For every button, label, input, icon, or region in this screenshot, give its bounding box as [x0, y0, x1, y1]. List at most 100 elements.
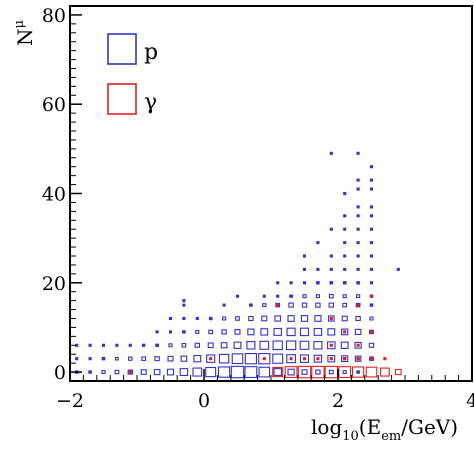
box-p-90: [235, 316, 240, 321]
box-p-62: [299, 340, 310, 350]
box-p-30: [180, 355, 188, 362]
box-p-138: [329, 254, 333, 258]
x-tick-label: 4: [466, 390, 474, 412]
box-p-123: [289, 281, 293, 285]
box-p-86: [182, 316, 186, 321]
box-p-55: [207, 342, 214, 349]
box-p-134: [343, 267, 347, 271]
box-p-63: [313, 341, 323, 350]
box-gamma-25: [329, 316, 333, 321]
box-p-5: [140, 369, 147, 375]
box-gamma-9: [394, 368, 402, 376]
x-axis-title: log10(Eem/GeV): [311, 415, 458, 444]
box-p-42: [341, 355, 349, 363]
box-p-21: [356, 370, 360, 374]
box-p-35: [244, 353, 258, 365]
box-p-85: [168, 316, 173, 321]
box-p-71: [195, 329, 200, 334]
box-gamma-13: [329, 357, 333, 361]
box-p-114: [276, 294, 280, 298]
box-gamma-16: [369, 357, 374, 361]
box-p-115: [289, 294, 293, 298]
box-p-24: [101, 356, 106, 361]
box-gamma-15: [356, 356, 360, 361]
y-tick-label: 0: [54, 362, 66, 384]
box-p-135: [356, 267, 360, 271]
box-p-82: [341, 328, 349, 336]
box-p-33: [218, 353, 230, 364]
box-p-22: [75, 357, 79, 361]
box-gamma-0: [272, 366, 284, 378]
box-p-69: [168, 330, 173, 334]
box-p-106: [288, 302, 294, 308]
box-p-152: [369, 214, 374, 218]
box-p-112: [369, 303, 374, 307]
box-p-36: [258, 353, 271, 365]
box-p-47: [101, 343, 106, 347]
box-gamma-28: [369, 294, 374, 298]
box-p-3: [114, 369, 120, 375]
box-p-149: [369, 227, 374, 231]
box-p-147: [343, 227, 347, 231]
box-p-136: [369, 267, 374, 271]
box-p-144: [356, 241, 360, 245]
legend-label-p: p: [144, 40, 158, 65]
box-p-76: [260, 328, 269, 336]
x-tick-label: 0: [198, 390, 210, 412]
box-p-151: [356, 214, 360, 218]
box-p-96: [314, 315, 322, 322]
box-p-74: [234, 329, 241, 335]
x-axis-title-end: /GeV): [401, 415, 458, 439]
box-p-37: [272, 353, 284, 364]
box-p-155: [343, 191, 347, 196]
box-p-117: [315, 294, 320, 299]
box-p-150: [343, 214, 347, 218]
box-p-49: [128, 343, 132, 347]
y-axis-title: Nμ: [12, 20, 37, 46]
box-p-28: [154, 356, 160, 362]
box-p-133: [329, 267, 333, 271]
box-p-116: [302, 294, 307, 299]
box-p-164: [235, 294, 240, 298]
y-tick-label: 20: [42, 273, 66, 295]
legend-swatch-p: [107, 33, 137, 65]
box-p-110: [342, 302, 348, 308]
box-p-8: [179, 368, 189, 377]
box-p-10: [205, 366, 217, 378]
box-p-25: [114, 356, 119, 361]
box-p-107: [301, 302, 308, 308]
box-p-160: [369, 165, 374, 169]
axis-ticks: [69, 5, 473, 381]
box-p-124: [302, 281, 307, 285]
box-p-78: [286, 327, 296, 337]
box-p-58: [246, 341, 256, 350]
y-axis-title-text: Nμ: [12, 20, 37, 46]
box-p-2: [101, 370, 106, 375]
box-p-4: [127, 369, 133, 375]
box-p-41: [327, 354, 336, 363]
box-p-59: [259, 340, 270, 350]
box-p-120: [356, 294, 361, 299]
box-p-156: [356, 187, 360, 191]
box-gamma-23: [343, 330, 347, 334]
x-axis-title-sub2: em: [381, 429, 401, 444]
box-p-159: [369, 178, 374, 182]
box-gamma-7: [365, 366, 378, 378]
box-gamma-26: [356, 303, 360, 307]
box-p-80: [313, 327, 323, 336]
box-p-145: [369, 241, 374, 245]
box-p-18: [315, 369, 321, 375]
box-p-54: [194, 342, 200, 348]
box-gamma-8: [380, 367, 390, 377]
box-p-57: [233, 341, 242, 349]
box-p-15: [273, 368, 282, 377]
box-p-31: [193, 354, 202, 363]
box-p-153: [356, 205, 360, 209]
box-gamma-27: [276, 303, 280, 307]
box-p-40: [313, 354, 323, 363]
box-p-131: [302, 267, 307, 271]
box-gamma-20: [262, 357, 266, 361]
y-axis-title-base: N: [13, 29, 37, 47]
box-p-81: [327, 328, 336, 336]
